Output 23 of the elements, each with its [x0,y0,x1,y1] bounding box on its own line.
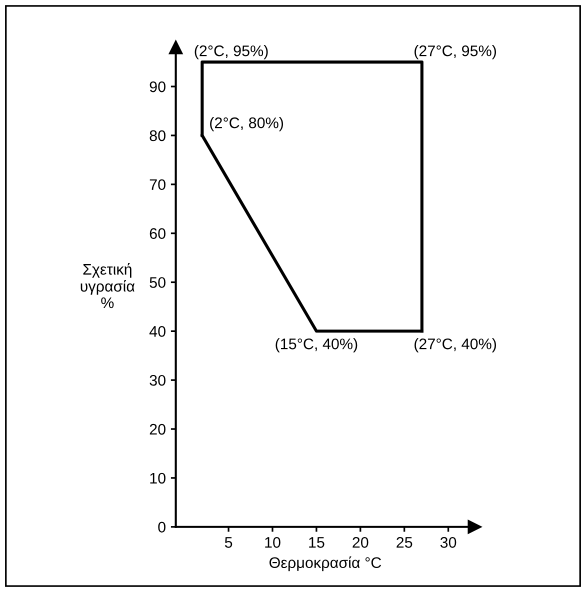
y-tick-label: 40 [149,326,166,337]
x-tick-label: 15 [309,537,324,548]
x-tick-label: 5 [224,537,232,548]
y-tick-label: 0 [158,522,166,533]
y-axis-title: Σχετική υγρασία % [80,263,135,308]
x-tick-label: 20 [352,537,368,548]
annotation: (27°C, 40%) [414,338,496,352]
annotation: (27°C, 95%) [414,45,496,60]
x-axis-title: Θερμοκρασία °C [270,556,382,572]
y-tick-label: 80 [150,130,166,142]
x-tick-label: 25 [396,537,412,548]
y-tick-label: 20 [150,424,166,435]
annotation: (15°C, 40%) [276,338,358,352]
y-tick-label: 50 [150,277,166,288]
annotation: (2°C, 80%) [210,117,284,132]
x-tick-label: 10 [265,537,280,548]
x-tick-label: 30 [440,537,456,548]
y-tick-label: 90 [150,81,166,92]
y-tick-label: 30 [150,374,166,386]
annotation: (2°C, 95%) [194,45,268,60]
y-tick-label: 60 [150,228,166,239]
y-tick-label: 70 [150,179,166,190]
y-tick-label: 10 [150,472,166,484]
